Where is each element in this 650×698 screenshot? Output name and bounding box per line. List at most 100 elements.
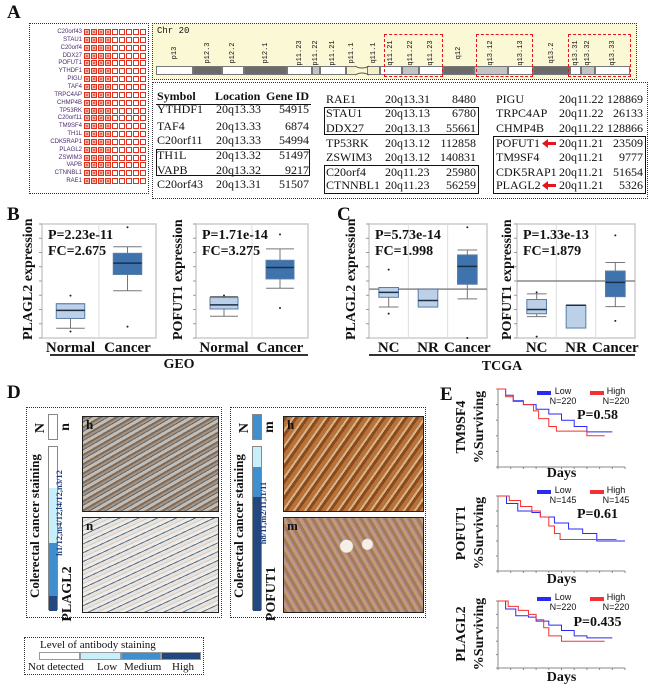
chromosome-band (193, 66, 222, 75)
gene-axis-label: PLAGL2 (454, 605, 469, 662)
heatmap-cell (126, 52, 132, 59)
gene-symbol: C20orf11 (157, 133, 203, 147)
panel-label-d: D (7, 382, 21, 403)
heatmap-cell (140, 170, 146, 177)
staining-segment (49, 596, 57, 611)
heatmap-cell (140, 36, 146, 43)
heatmap-cell (91, 99, 97, 106)
heatmap-cell (105, 154, 111, 161)
staining-segment (49, 488, 57, 543)
heatmap-cell (126, 91, 132, 98)
legend-label: Low (554, 592, 572, 602)
heatmap-cell (126, 138, 132, 145)
heatmap-gene-label: VAPB (66, 162, 82, 169)
heatmap-cell (119, 162, 125, 169)
box-plot (193, 223, 309, 339)
heatmap-cell (91, 76, 97, 83)
survival-plot (496, 388, 626, 469)
heatmap-cell (140, 154, 146, 161)
tcga-bracket-line (369, 354, 635, 356)
ihc-image: h (283, 416, 424, 512)
heatmap-gene-label: TH1L (67, 131, 82, 138)
gene-location: 20q13.31 (216, 177, 261, 191)
heatmap-cell (84, 29, 90, 35)
copy-number-heatmap: C20orf43 STAU1 C20orf4 DDX27 POFUT1 YTHDF1 PIG… (29, 23, 149, 194)
heatmap-cell (105, 162, 111, 169)
heatmap-cell (133, 99, 139, 106)
heatmap-cell (91, 60, 97, 67)
box-plot (39, 223, 157, 339)
band-label: p12.3 (203, 42, 212, 64)
heatmap-cell (126, 115, 132, 122)
cancer-staining-label: Colerectal cancer staining (231, 454, 246, 598)
heatmap-cell (133, 178, 139, 185)
heatmap-cell (112, 123, 118, 130)
staining-legend: Level of antibody staining Not detected L… (24, 637, 204, 675)
heatmap-cell (98, 76, 104, 83)
image-label: n (86, 518, 94, 533)
heatmap-cell (140, 123, 146, 130)
box (265, 259, 295, 280)
heatmap-gene-label: TAF4 (67, 83, 82, 90)
heatmap-cell (105, 76, 111, 83)
gene-location: 20q13.12 (385, 150, 430, 164)
heatmap-cell (84, 91, 90, 98)
heatmap-cell (98, 146, 104, 153)
heatmap-cell (91, 162, 97, 169)
chromosome-band (222, 66, 244, 75)
heatmap-cell (91, 36, 97, 43)
chromosome-band (367, 66, 380, 75)
heatmap-cell (112, 36, 118, 43)
outlier-point (535, 335, 538, 338)
heatmap-gene-label: C20orf43 (57, 29, 82, 35)
gene-location: 20q11.23 (385, 178, 430, 192)
survival-curve-high (498, 388, 605, 437)
panel-label-c: C (337, 204, 351, 225)
staining-segment (253, 467, 261, 497)
gene-location: 20q13.32 (216, 148, 261, 162)
heatmap-cell (119, 36, 125, 43)
category-label: NR (417, 340, 439, 356)
heatmap-gene-label: TM9SF4 (58, 123, 82, 130)
gene-location: 20q11.21 (559, 136, 604, 150)
heatmap-cell (119, 131, 125, 138)
gene-symbol: DDX27 (326, 121, 364, 135)
heatmap-cell (126, 123, 132, 130)
p-value: P=1.33e-13 (523, 228, 589, 243)
panel-label-b: B (7, 204, 20, 225)
heatmap-cell (84, 123, 90, 130)
staining-segment (253, 497, 261, 611)
heatmap-cell (140, 146, 146, 153)
chromosome-band (380, 66, 402, 75)
heatmap-cell (98, 162, 104, 169)
box (417, 288, 439, 308)
heatmap-cell (91, 83, 97, 90)
centromere-shape (355, 65, 369, 76)
heatmap-cell (112, 68, 118, 75)
y-axis-label: PLAGL2 expression (21, 218, 36, 340)
chromosome-title: Chr 20 (157, 26, 190, 36)
gene-group-box (156, 149, 310, 176)
band-label: p12.2 (229, 42, 237, 64)
heatmap-cell (133, 131, 139, 138)
gene-group-box (324, 107, 479, 135)
normal-staining-swatch (48, 414, 58, 440)
heatmap-cell (98, 138, 104, 145)
gene-id: 51507 (279, 177, 309, 191)
heatmap-cell (91, 131, 97, 138)
gene-symbol: TH1L (157, 148, 187, 162)
outlier-point (387, 312, 390, 315)
heatmap-cell (112, 178, 118, 185)
heatmap-cell (119, 138, 125, 145)
heatmap-cell (126, 44, 132, 51)
heatmap-cell (112, 107, 118, 114)
heatmap-cell (133, 107, 139, 114)
heatmap-cell (140, 29, 146, 35)
chromosome-band (443, 66, 474, 75)
heatmap-cell (133, 76, 139, 83)
heatmap-cell (105, 178, 111, 185)
heatmap-gene-label: RAE1 (66, 178, 82, 185)
heatmap-cell (126, 76, 132, 83)
tcga-label: TCGA (481, 359, 523, 374)
